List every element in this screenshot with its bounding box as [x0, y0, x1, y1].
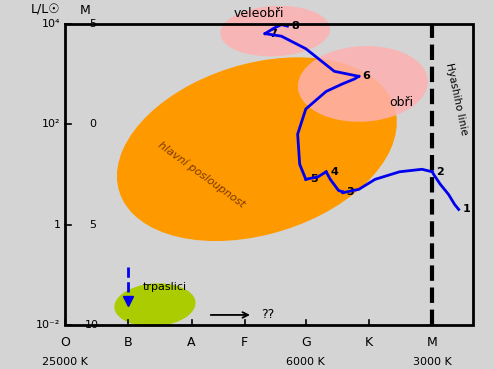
Text: 7: 7 [269, 29, 277, 39]
Text: F: F [241, 336, 248, 349]
Text: 8: 8 [291, 21, 299, 31]
Text: B: B [124, 336, 133, 349]
Text: A: A [187, 336, 196, 349]
Ellipse shape [298, 46, 428, 122]
Text: 1: 1 [462, 204, 470, 214]
Text: trpaslici: trpaslici [143, 282, 187, 292]
Text: 10: 10 [85, 320, 99, 330]
Text: 10⁻²: 10⁻² [36, 320, 60, 330]
Text: -5: -5 [87, 18, 98, 28]
Text: 4: 4 [330, 167, 338, 177]
Text: hlavní posloupnost: hlavní posloupnost [157, 139, 247, 209]
Text: G: G [301, 336, 311, 349]
Text: obři: obři [389, 96, 413, 110]
Text: O: O [60, 336, 70, 349]
Bar [65, 24, 473, 325]
Text: 25000 K: 25000 K [42, 357, 88, 367]
Text: 10²: 10² [42, 119, 60, 129]
Text: L/L☉: L/L☉ [31, 3, 60, 17]
Text: 5: 5 [310, 174, 317, 184]
Text: Hyashiho linie: Hyashiho linie [444, 62, 469, 136]
Ellipse shape [220, 6, 330, 56]
Text: 6000 K: 6000 K [287, 357, 325, 367]
Text: 5: 5 [89, 220, 96, 230]
Text: 10⁴: 10⁴ [42, 18, 60, 28]
Text: 3: 3 [346, 187, 354, 197]
Text: 2: 2 [436, 167, 444, 177]
Text: ??: ?? [261, 308, 274, 321]
Text: M: M [427, 336, 438, 349]
Text: 1: 1 [53, 220, 60, 230]
Ellipse shape [117, 57, 397, 241]
Ellipse shape [114, 283, 196, 327]
Text: veleobři: veleobři [234, 7, 284, 20]
Text: K: K [365, 336, 373, 349]
Text: 3000 K: 3000 K [413, 357, 452, 367]
Text: 6: 6 [363, 71, 370, 81]
Text: 0: 0 [89, 119, 96, 129]
Text: M: M [80, 3, 90, 17]
